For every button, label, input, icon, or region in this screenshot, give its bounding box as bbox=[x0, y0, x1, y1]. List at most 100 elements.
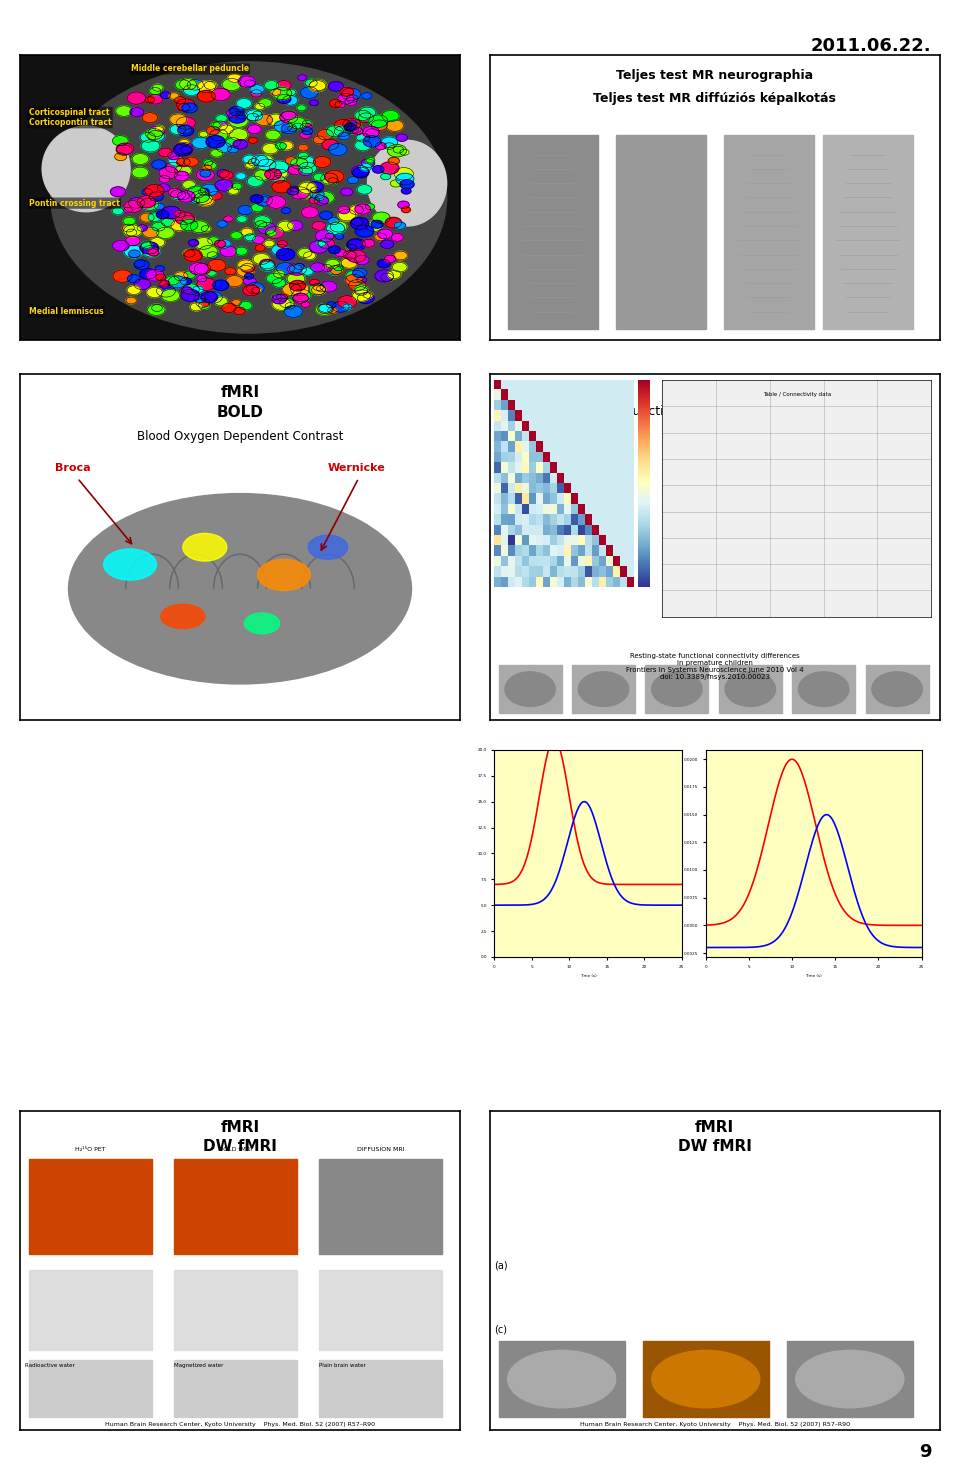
Circle shape bbox=[194, 263, 211, 274]
Circle shape bbox=[273, 299, 291, 311]
Circle shape bbox=[399, 149, 409, 155]
Circle shape bbox=[388, 271, 400, 278]
Circle shape bbox=[309, 280, 320, 285]
Circle shape bbox=[160, 92, 171, 99]
Circle shape bbox=[287, 188, 299, 195]
Circle shape bbox=[253, 253, 270, 265]
Circle shape bbox=[272, 244, 289, 256]
Circle shape bbox=[330, 222, 347, 232]
Circle shape bbox=[284, 306, 302, 318]
Circle shape bbox=[137, 225, 147, 231]
Bar bbox=[719, 666, 781, 713]
Circle shape bbox=[134, 280, 151, 290]
Circle shape bbox=[230, 232, 242, 240]
Circle shape bbox=[338, 206, 349, 213]
Text: FcfMRI: FcfMRI bbox=[685, 385, 744, 399]
Circle shape bbox=[381, 240, 394, 248]
Circle shape bbox=[369, 115, 388, 127]
Circle shape bbox=[327, 177, 338, 185]
Circle shape bbox=[228, 115, 248, 127]
Circle shape bbox=[193, 285, 204, 293]
Circle shape bbox=[152, 222, 165, 231]
Circle shape bbox=[241, 263, 254, 272]
Circle shape bbox=[142, 246, 160, 257]
Circle shape bbox=[195, 238, 212, 250]
Bar bbox=[29, 1270, 152, 1350]
Text: Teljes test MR diffúziós képalkotás: Teljes test MR diffúziós képalkotás bbox=[593, 92, 836, 105]
Circle shape bbox=[204, 291, 223, 303]
Bar bbox=[319, 1270, 443, 1350]
Circle shape bbox=[228, 74, 241, 83]
Circle shape bbox=[114, 152, 127, 161]
Circle shape bbox=[220, 246, 236, 257]
Circle shape bbox=[374, 234, 387, 241]
Circle shape bbox=[126, 229, 137, 237]
Circle shape bbox=[226, 138, 240, 148]
Circle shape bbox=[140, 243, 158, 254]
Bar bbox=[498, 666, 562, 713]
Circle shape bbox=[132, 154, 149, 164]
Circle shape bbox=[391, 180, 401, 186]
Circle shape bbox=[317, 285, 326, 291]
Circle shape bbox=[388, 157, 399, 164]
Circle shape bbox=[375, 269, 394, 282]
Circle shape bbox=[335, 234, 344, 240]
Circle shape bbox=[334, 120, 352, 132]
Circle shape bbox=[273, 87, 292, 99]
Circle shape bbox=[217, 220, 228, 228]
X-axis label: Time (s): Time (s) bbox=[580, 975, 596, 978]
Circle shape bbox=[303, 251, 316, 259]
Ellipse shape bbox=[161, 605, 204, 629]
Circle shape bbox=[233, 308, 245, 315]
Circle shape bbox=[381, 138, 397, 148]
Ellipse shape bbox=[245, 612, 279, 633]
Circle shape bbox=[387, 145, 406, 157]
Circle shape bbox=[377, 229, 393, 240]
Circle shape bbox=[255, 244, 265, 251]
Circle shape bbox=[299, 163, 317, 173]
Circle shape bbox=[236, 173, 246, 179]
Text: (a): (a) bbox=[494, 1260, 508, 1270]
Circle shape bbox=[366, 204, 374, 210]
Circle shape bbox=[180, 139, 189, 146]
Circle shape bbox=[260, 197, 269, 203]
Circle shape bbox=[327, 266, 342, 275]
Circle shape bbox=[168, 277, 186, 288]
Circle shape bbox=[200, 246, 218, 257]
Circle shape bbox=[206, 136, 225, 148]
Circle shape bbox=[276, 248, 295, 260]
Circle shape bbox=[197, 278, 216, 290]
Text: Table / Connectivity data: Table / Connectivity data bbox=[762, 392, 831, 396]
Circle shape bbox=[203, 164, 212, 170]
Circle shape bbox=[190, 220, 208, 232]
Circle shape bbox=[312, 222, 325, 231]
Circle shape bbox=[231, 183, 242, 189]
Circle shape bbox=[159, 176, 170, 182]
Text: fMRI: fMRI bbox=[221, 385, 259, 399]
Circle shape bbox=[211, 89, 230, 101]
Bar bbox=[319, 1359, 443, 1417]
Circle shape bbox=[165, 277, 180, 285]
Circle shape bbox=[257, 160, 276, 172]
Bar bbox=[787, 1341, 913, 1417]
Circle shape bbox=[182, 216, 195, 223]
Circle shape bbox=[127, 92, 146, 104]
Text: Functional connectivity fMRI: Functional connectivity fMRI bbox=[627, 405, 803, 419]
Circle shape bbox=[273, 176, 284, 183]
Circle shape bbox=[245, 234, 255, 241]
Circle shape bbox=[328, 246, 340, 253]
Circle shape bbox=[141, 141, 160, 152]
Circle shape bbox=[345, 123, 357, 132]
Circle shape bbox=[313, 284, 324, 290]
Text: Teljes test MR neurographia: Teljes test MR neurographia bbox=[616, 70, 813, 81]
Circle shape bbox=[391, 234, 403, 241]
Circle shape bbox=[275, 169, 288, 177]
Circle shape bbox=[267, 114, 285, 126]
Ellipse shape bbox=[796, 1350, 903, 1408]
Circle shape bbox=[316, 192, 334, 204]
Circle shape bbox=[152, 160, 166, 169]
Circle shape bbox=[156, 210, 169, 219]
Circle shape bbox=[220, 170, 233, 179]
Circle shape bbox=[126, 237, 140, 246]
Circle shape bbox=[252, 237, 264, 244]
